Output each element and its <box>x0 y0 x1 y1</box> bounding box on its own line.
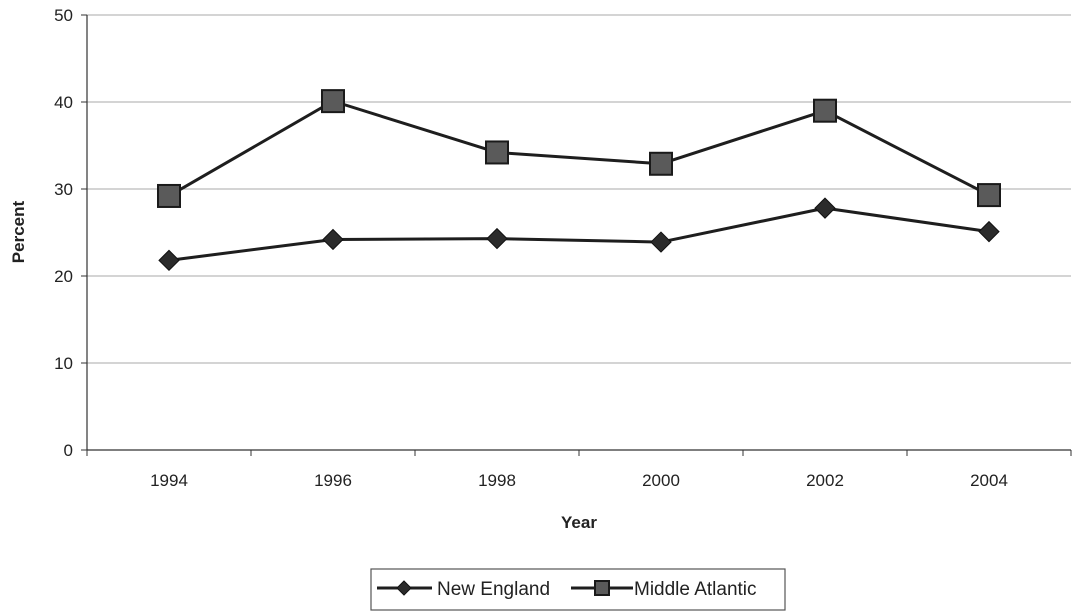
axes <box>81 14 1072 456</box>
y-tick-label: 0 <box>64 441 73 460</box>
data-point-diamond <box>486 227 508 250</box>
x-tick-label: 1998 <box>478 471 516 490</box>
legend-swatch-diamond <box>396 580 412 596</box>
data-point-diamond <box>158 249 180 272</box>
series-line <box>168 206 990 262</box>
x-tick-label: 1994 <box>150 471 188 490</box>
data-point-square <box>485 140 509 165</box>
series-lines <box>157 89 1001 272</box>
y-tick-label: 40 <box>54 93 73 112</box>
data-point-square <box>321 89 345 114</box>
data-point-square <box>649 151 673 176</box>
y-tick-label: 10 <box>54 354 73 373</box>
legend-label: New England <box>437 579 550 600</box>
grid-lines <box>87 14 1071 364</box>
y-tick-label: 30 <box>54 180 73 199</box>
data-point-diamond <box>650 231 672 253</box>
data-point-square <box>157 183 181 208</box>
x-tick-label: 2002 <box>806 471 844 490</box>
legend-swatch-square <box>594 580 610 596</box>
x-tick-label: 2000 <box>642 471 680 490</box>
data-point-diamond <box>814 197 836 219</box>
series-line <box>168 99 990 198</box>
data-point-diamond <box>978 220 1000 243</box>
legend-label: Middle Atlantic <box>634 579 757 600</box>
y-axis-title: Percent <box>9 200 28 263</box>
y-tick-label: 20 <box>54 267 73 286</box>
legend: New England Middle Atlantic <box>370 568 786 611</box>
series-0 <box>158 197 1000 272</box>
tick-labels: 0 10 20 30 40 50 1994 1996 1998 2000 2002 2004 <box>54 6 1008 490</box>
y-tick-label: 50 <box>54 6 73 25</box>
data-point-square <box>977 183 1001 208</box>
data-point-diamond <box>322 228 344 251</box>
series-1 <box>157 89 1001 208</box>
x-tick-label: 2004 <box>970 471 1008 490</box>
data-point-square <box>813 98 837 123</box>
x-axis-title: Year <box>561 513 597 532</box>
x-tick-label: 1996 <box>314 471 352 490</box>
